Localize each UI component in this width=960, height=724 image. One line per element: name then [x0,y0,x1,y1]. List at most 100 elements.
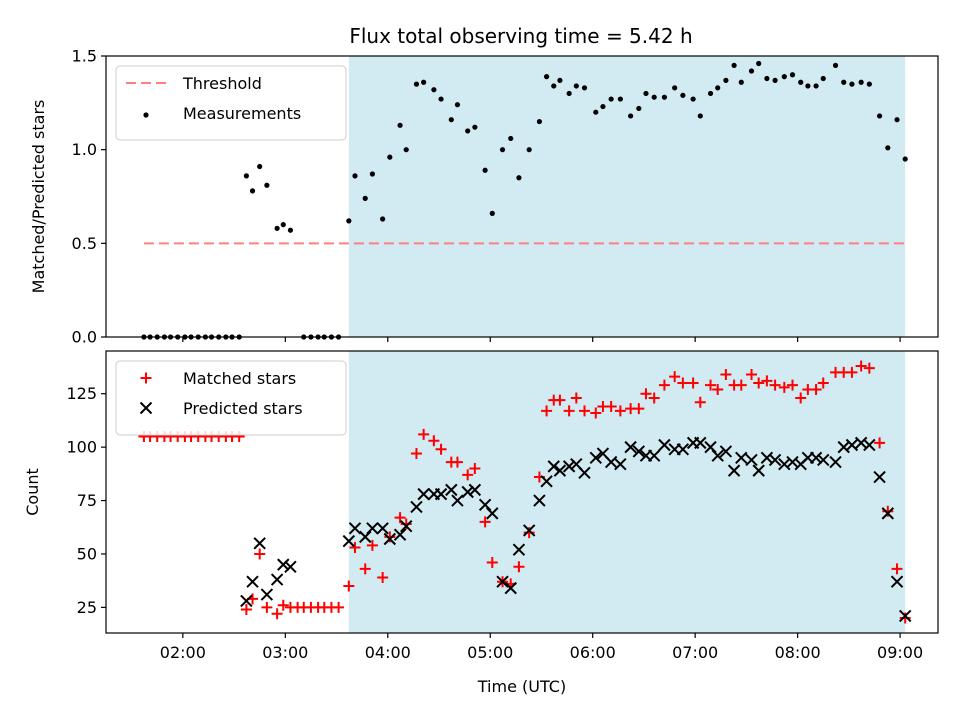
matched-star-point [874,437,886,449]
matched-star-point [720,369,732,380]
measurement-point [651,94,657,100]
legend-matched-swatch [140,372,152,384]
measurement-point [516,175,522,181]
x-tick-label: 07:00 [672,643,718,662]
matched-star-point [846,366,858,378]
measurement-point [489,210,495,216]
matched-star-point [687,377,699,389]
matched-star-point [435,443,447,455]
y-tick-label: 125 [66,384,97,403]
measurement-point [482,167,488,173]
measurement-point [849,81,855,87]
measurement-point [249,188,256,194]
matched-star-point [343,580,355,592]
matched-star-point [384,531,396,543]
measurement-point [876,113,883,119]
predicted-star-point [400,519,413,533]
matched-star-point [579,405,591,417]
measurement-point [465,128,471,134]
predicted-star-point [632,445,646,458]
matched-star-point [694,396,706,408]
matched-star-point [349,542,361,554]
measurement-point [508,135,514,142]
matched-star-point [787,379,799,391]
predicted-star-point [745,453,758,467]
predicted-star-point [614,458,627,471]
measurement-point [885,145,891,151]
predicted-star-point [445,483,458,497]
bottom-observing-span [348,351,906,633]
chart-title: Flux total observing time = 5.42 h [349,24,692,48]
y-tick-label: 75 [77,491,97,510]
measurement-point [600,103,606,110]
measurement-point [798,79,804,85]
predicted-star-point [496,575,509,588]
matched-star-point [513,561,525,573]
measurement-point [413,81,420,87]
measurement-point [820,75,826,82]
predicted-star-point [578,466,591,479]
legend-label: Predicted stars [183,399,303,418]
y-tick-label: 25 [77,598,97,617]
measurement-point [551,83,557,89]
matched-star-point [855,360,867,372]
measurement-point [448,117,454,123]
predicted-star-point [277,558,290,571]
measurement-point [756,60,762,67]
predicted-star-point [562,460,576,473]
predicted-star-point [533,494,546,507]
predicted-star-point [540,475,553,488]
measurement-point [387,154,393,160]
measurement-point [789,72,796,78]
matched-star-point [863,362,875,374]
matched-star-point [705,379,717,391]
measurement-point [608,96,614,102]
predicted-star-point [284,560,297,573]
matched-star-point [590,407,602,419]
predicted-star-point [451,494,464,507]
matched-star-point [658,379,670,391]
matched-star-point [810,383,822,395]
measurement-point [581,85,588,91]
matched-star-point [882,505,894,517]
predicted-star-point [604,455,618,469]
predicted-star-point [461,485,474,499]
predicted-star-point [829,455,842,469]
matched-star-point [428,435,440,447]
predicted-star-point [727,464,741,477]
measurement-point [431,87,437,93]
predicted-star-point [383,532,397,546]
top-panel: 0.0 0.5 1.0 1.5 Matched/Predicted stars Thres… [29,47,939,347]
legend-box [115,360,347,436]
matched-star-point [333,601,345,613]
measurement-point [566,90,572,97]
x-tick-label: 06:00 [570,643,616,662]
measurement-point [403,147,409,153]
predicted-star-point [711,449,724,462]
legend-label: Measurements [183,104,301,123]
predicted-star-point [504,581,517,595]
matched-star-point [359,563,371,575]
y-tick-label: 1.5 [72,47,97,66]
matched-star-point [753,377,765,389]
predicted-star-point [735,451,748,465]
predicted-star-point [817,453,830,467]
matched-star-point [769,379,781,391]
measurement-point [690,96,696,102]
matched-star-point [778,381,790,393]
matched-star-point [648,392,660,404]
matched-star-point [554,394,566,406]
matched-star-point [563,405,575,417]
predicted-star-point [890,575,904,588]
predicted-star-point [863,438,876,452]
predicted-star-point [342,534,356,548]
measurement-point [841,79,847,85]
matched-star-point [451,456,463,468]
matched-star-point [735,379,747,391]
measurement-point [362,195,368,201]
measurement-point [617,96,623,102]
predicted-star-point [260,588,274,601]
measurement-point [280,222,286,228]
predicted-star-point [719,445,733,458]
measurement-point [764,75,770,82]
